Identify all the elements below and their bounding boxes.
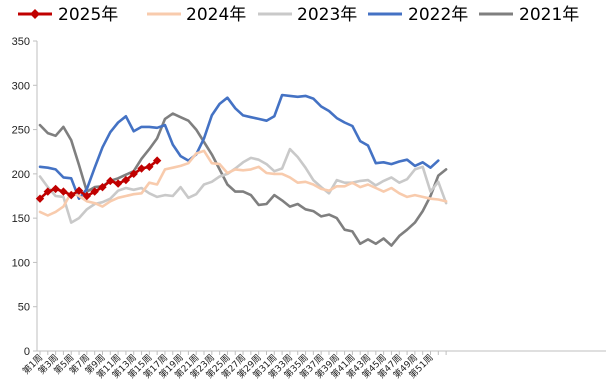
series-2025-point (137, 164, 146, 173)
series-2025-point (82, 191, 92, 201)
legend-2023-label: 2023年 (297, 5, 357, 25)
series-2025-point (51, 184, 60, 194)
y-tick-label: 200 (12, 169, 30, 181)
series-2024-line (38, 149, 448, 217)
y-tick-label: 0 (24, 346, 30, 358)
series-2025-point (98, 182, 107, 192)
series-2025-point (145, 162, 154, 171)
legend-2025-marker (30, 9, 40, 19)
series-2025-point (59, 187, 68, 196)
y-tick-label: 100 (12, 257, 30, 269)
y-tick-label: 150 (12, 213, 30, 225)
y-tick-label: 50 (18, 302, 30, 314)
series-2025-point (121, 175, 131, 185)
legend-2024-label: 2024年 (186, 5, 246, 25)
series-2025-point (35, 194, 45, 203)
series-2025-point (129, 169, 138, 179)
series-2025-point (74, 186, 84, 195)
legend-2022-label: 2022年 (408, 5, 468, 25)
series-2025-point (90, 187, 99, 196)
series-2025-line (38, 159, 159, 200)
series-2025-point (43, 187, 53, 196)
series-2025-point (113, 179, 123, 188)
series-2022-line (38, 93, 440, 200)
series-2025-point (67, 190, 76, 200)
y-tick-label: 250 (12, 125, 30, 137)
y-axis: 0 50 100 150 200 250 300 350 (12, 36, 38, 358)
series-2025-point (106, 176, 115, 186)
legend: 2025年 2024年 2023年 2022年 2021年 (18, 5, 579, 25)
y-tick-label: 350 (12, 36, 30, 48)
series-2023-line (38, 147, 448, 224)
legend-2025-label: 2025年 (58, 5, 118, 25)
x-axis: 第1周第3周第5周第7周第9周第11周第13周第15周第17周第19周第21周第… (20, 350, 606, 381)
series-2025-point (152, 156, 162, 165)
y-tick-label: 300 (12, 80, 30, 92)
plot-area (35, 93, 448, 247)
legend-2021-label: 2021年 (519, 5, 579, 25)
